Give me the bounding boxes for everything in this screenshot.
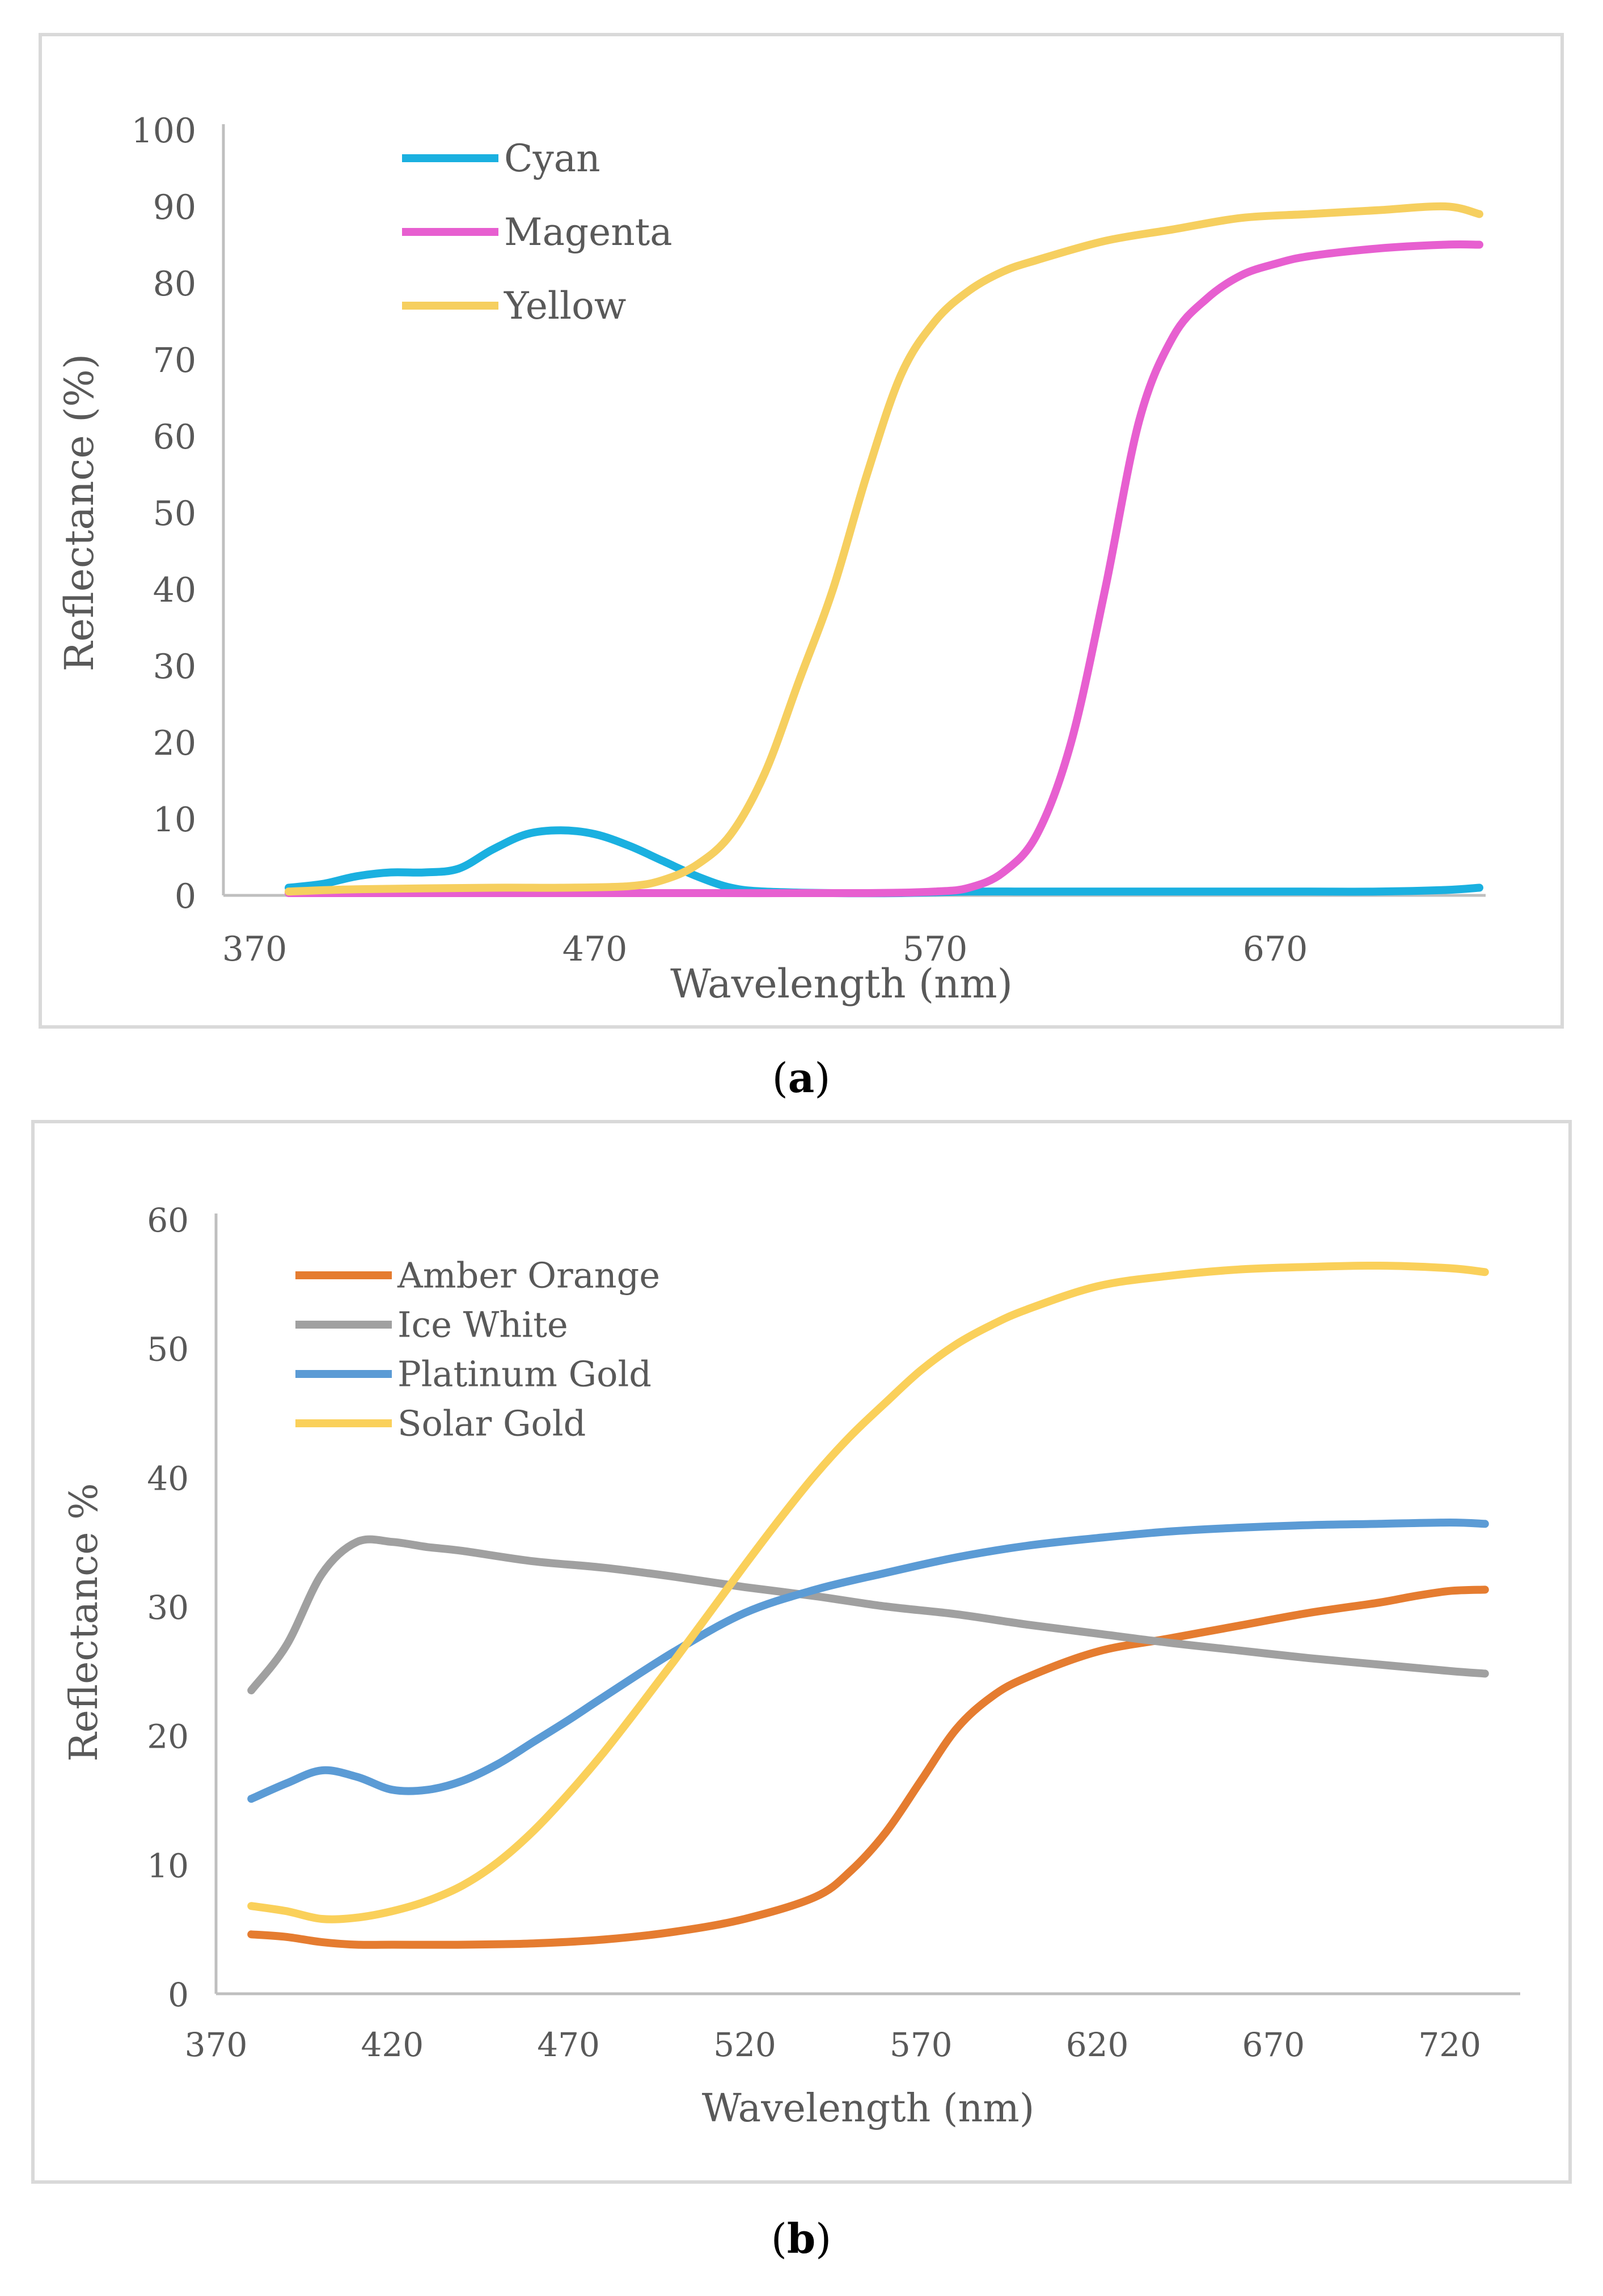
chart-a-y-axis-title: Reflectance (%) [56, 354, 103, 671]
chart-b-x-tick-label: 670 [1242, 2026, 1305, 2064]
chart-a-series-line-magenta [285, 240, 1483, 898]
chart-b-legend-label: Amber Orange [397, 1255, 660, 1296]
chart-a-y-tick-label: 10 [153, 800, 196, 840]
chart-a-y-tick-label: 50 [153, 494, 196, 534]
chart-a: 0 10 20 30 40 50 60 70 80 90 100 370 470 570 670 Wavele… [56, 111, 1486, 1007]
chart-b-y-tick-label: 10 [147, 1846, 189, 1885]
chart-b-legend-label: Platinum Gold [397, 1354, 652, 1395]
chart-b: 0 10 20 30 40 50 60 370 420 470 520 570 620 670 720 Wav… [62, 1201, 1520, 2131]
chart-a-y-tick-label: 100 [131, 111, 196, 151]
chart-a-series-line-yellow [285, 202, 1483, 896]
chart-b-x-tick-label: 570 [890, 2026, 953, 2064]
chart-b-x-tick-label: 470 [537, 2026, 600, 2064]
chart-panel-b: 0 10 20 30 40 50 60 370 420 470 520 570 620 670 720 Wav… [31, 1120, 1572, 2184]
chart-a-y-tick-label: 20 [153, 724, 196, 763]
chart-b-x-tick-label: 420 [361, 2026, 424, 2064]
chart-a-legend-label: Yellow [504, 284, 626, 328]
chart-b-y-tick-label: 20 [147, 1718, 189, 1756]
chart-b-series-line-platinum-gold [247, 1519, 1489, 1803]
chart-a-series-line-cyan [285, 826, 1483, 898]
caption-b-label: b [786, 2214, 816, 2263]
chart-b-x-tick-label: 720 [1418, 2026, 1481, 2064]
chart-a-legend-label: Magenta [504, 210, 673, 254]
chart-a-x-tick-label: 670 [1243, 929, 1308, 969]
chart-b-y-tick-label: 60 [147, 1201, 189, 1240]
chart-a-y-tick-label: 30 [153, 647, 196, 687]
chart-a-x-tick-label: 470 [562, 929, 628, 969]
chart-a-y-tick-label: 90 [153, 188, 196, 227]
chart-a-y-tick-label: 70 [153, 341, 196, 380]
chart-b-y-axis-title: Reflectance % [62, 1483, 107, 1761]
chart-b-x-tick-label: 370 [185, 2026, 248, 2064]
chart-b-legend-label: Ice White [397, 1304, 568, 1346]
chart-a-y-tick-label: 0 [175, 877, 196, 916]
chart-b-x-tick-label: 520 [713, 2026, 776, 2064]
chart-a-y-tick-label: 80 [153, 264, 196, 304]
caption-b: (b) [771, 2214, 832, 2263]
chart-a-y-tick-label: 40 [153, 570, 196, 610]
chart-b-legend-label: Solar Gold [397, 1403, 586, 1444]
chart-a-y-tick-label: 60 [153, 417, 196, 457]
chart-b-y-tick-label: 50 [147, 1330, 189, 1369]
chart-b-y-tick-label: 30 [147, 1588, 189, 1627]
chart-a-x-tick-label: 570 [903, 929, 968, 969]
chart-b-series-line-solar-gold [247, 1261, 1489, 1923]
chart-b-y-tick-label: 0 [168, 1976, 189, 2014]
chart-a-x-tick-label: 370 [222, 929, 287, 969]
chart-a-legend-label: Cyan [504, 137, 600, 180]
chart-b-x-tick-label: 620 [1066, 2026, 1129, 2064]
chart-b-x-axis-title: Wavelength (nm) [702, 2086, 1035, 2131]
caption-a: (a) [772, 1054, 831, 1102]
chart-a-x-axis-title: Wavelength (nm) [670, 961, 1013, 1007]
chart-b-y-tick-label: 40 [147, 1459, 189, 1498]
caption-a-label: a [788, 1054, 815, 1102]
chart-panel-a: 0 10 20 30 40 50 60 70 80 90 100 370 470 570 670 Wavele… [39, 33, 1564, 1029]
chart-b-series-line-amber-orange [247, 1585, 1489, 1949]
